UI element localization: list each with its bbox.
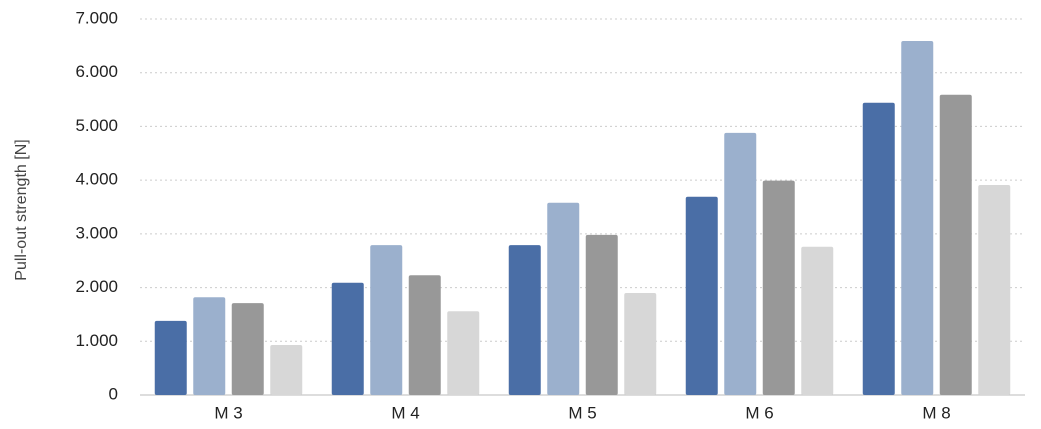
bar xyxy=(801,246,834,395)
bar xyxy=(331,282,364,395)
bar xyxy=(862,102,895,396)
y-tick-label: 7.000 xyxy=(75,8,118,27)
x-tick-label: M 3 xyxy=(214,403,242,422)
bar xyxy=(154,320,187,395)
bar xyxy=(408,275,441,395)
y-tick-label: 4.000 xyxy=(75,170,118,189)
bar xyxy=(939,94,972,395)
bar xyxy=(762,180,795,395)
bar xyxy=(447,311,480,395)
x-tick-label: M 5 xyxy=(568,403,596,422)
bar xyxy=(370,245,403,395)
bar xyxy=(901,41,934,395)
bar xyxy=(585,234,618,395)
x-tick-label: M 4 xyxy=(391,403,419,422)
y-tick-label: 1.000 xyxy=(75,331,118,350)
bar xyxy=(231,303,264,395)
bar xyxy=(547,202,580,395)
bar xyxy=(193,297,226,395)
bar xyxy=(685,196,718,395)
bar xyxy=(270,345,303,395)
x-tick-label: M 8 xyxy=(922,403,950,422)
bar xyxy=(508,245,541,395)
y-tick-label: 2.000 xyxy=(75,277,118,296)
bar xyxy=(724,132,757,396)
x-tick-label: M 6 xyxy=(745,403,773,422)
y-tick-label: 5.000 xyxy=(75,116,118,135)
bar xyxy=(624,292,657,395)
y-tick-label: 0 xyxy=(109,384,118,403)
bar xyxy=(978,184,1011,395)
y-tick-label: 3.000 xyxy=(75,223,118,242)
y-axis-label: Pull-out strength [N] xyxy=(13,139,30,280)
y-tick-label: 6.000 xyxy=(75,62,118,81)
